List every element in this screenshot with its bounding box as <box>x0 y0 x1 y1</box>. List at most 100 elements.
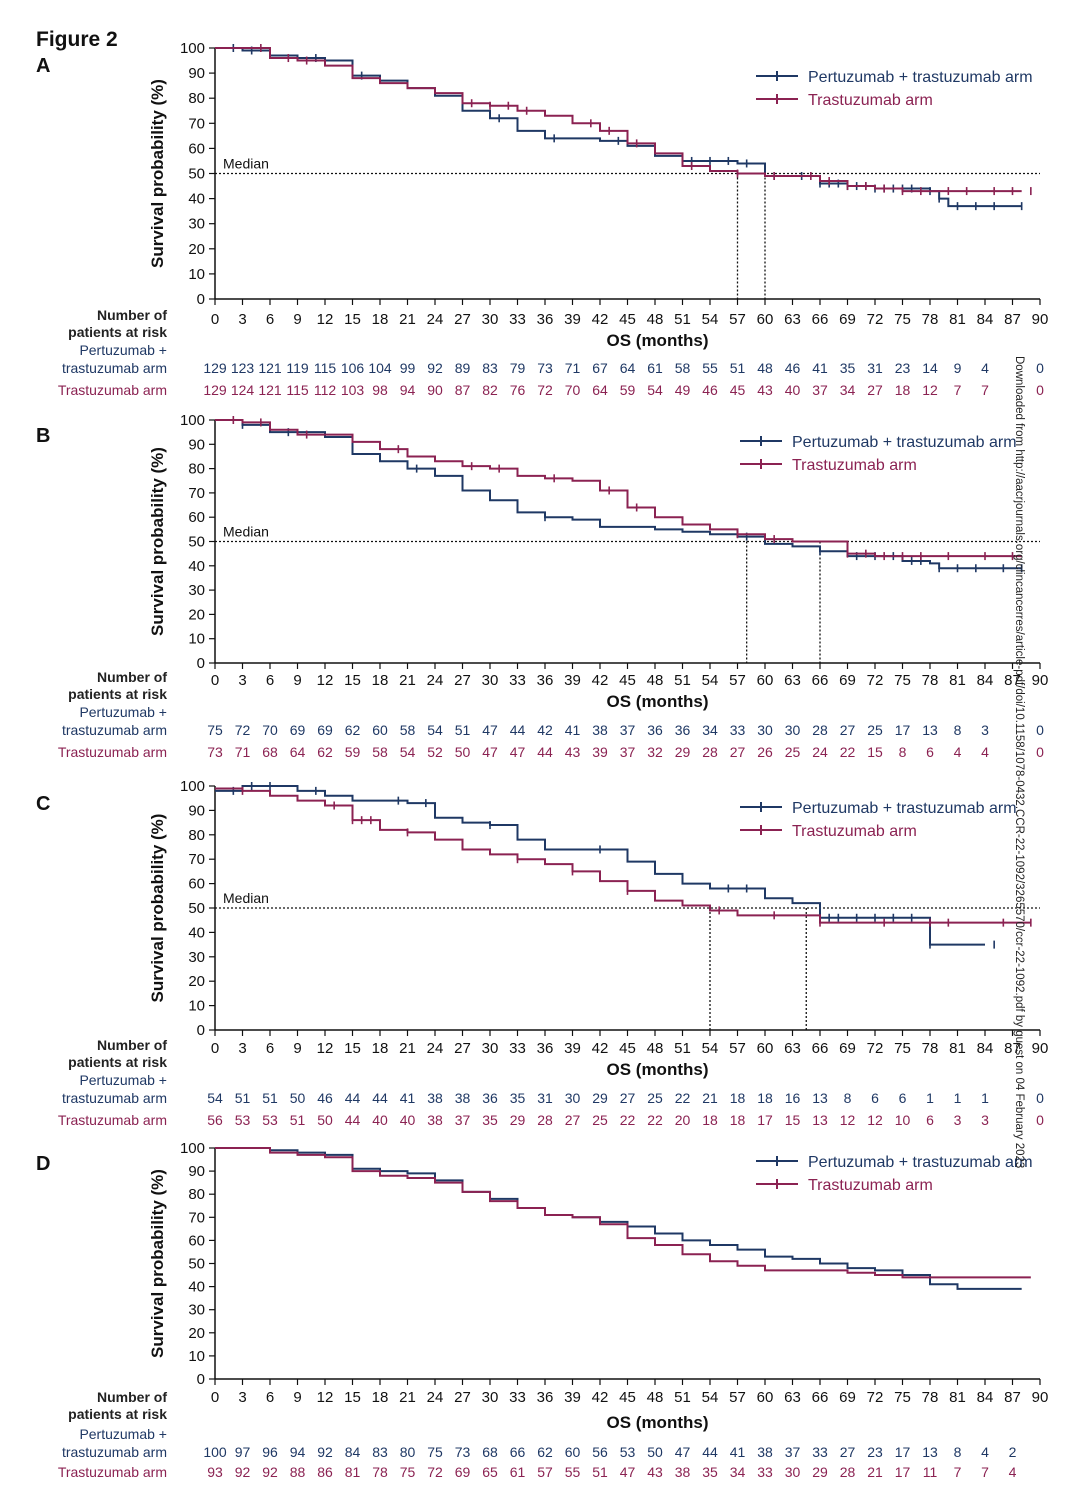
risk-count: 54 <box>400 744 416 760</box>
y-tick-label: 80 <box>188 461 205 478</box>
risk-count: 4 <box>981 744 989 760</box>
risk-count: 7 <box>981 382 989 398</box>
y-tick-label: 40 <box>188 191 205 208</box>
risk-count: 64 <box>592 382 608 398</box>
risk-count: 68 <box>262 744 278 760</box>
risk-count: 87 <box>455 382 471 398</box>
risk-count: 98 <box>372 382 388 398</box>
y-tick-label: 30 <box>188 582 205 599</box>
x-tick-label: 54 <box>702 1389 719 1406</box>
y-tick-label: 50 <box>188 166 205 183</box>
risk-count: 22 <box>675 1090 691 1106</box>
risk-count: 61 <box>647 360 663 376</box>
x-tick-label: 51 <box>674 311 691 328</box>
risk-count: 44 <box>345 1090 361 1106</box>
km-curve-trastuzumab <box>215 1147 1031 1279</box>
risk-count: 12 <box>840 1112 856 1128</box>
x-tick-label: 69 <box>839 311 856 328</box>
x-tick-label: 21 <box>399 672 416 689</box>
risk-count: 34 <box>840 382 856 398</box>
x-tick-label: 36 <box>537 672 554 689</box>
risk-count: 92 <box>235 1464 251 1480</box>
risk-count: 26 <box>757 744 773 760</box>
risk-count: 20 <box>675 1112 691 1128</box>
risk-count: 18 <box>702 1112 718 1128</box>
risk-count: 35 <box>702 1464 718 1480</box>
risk-count: 37 <box>620 722 636 738</box>
risk-count: 64 <box>290 744 306 760</box>
km-curve-pertuzumab-trastuzumab <box>215 1147 1022 1290</box>
y-tick-label: 30 <box>188 1302 205 1319</box>
risk-count: 3 <box>954 1112 962 1128</box>
x-tick-label: 0 <box>211 672 219 689</box>
x-tick-label: 48 <box>647 672 664 689</box>
risk-count: 1 <box>981 1090 989 1106</box>
risk-count: 55 <box>702 360 718 376</box>
x-tick-label: 18 <box>372 1040 389 1057</box>
risk-count: 32 <box>647 744 663 760</box>
y-tick-label: 70 <box>188 851 205 868</box>
y-tick-label: 90 <box>188 436 205 453</box>
risk-count: 7 <box>954 382 962 398</box>
y-tick-label: 50 <box>188 900 205 917</box>
x-tick-label: 33 <box>509 311 526 328</box>
risk-count: 72 <box>427 1464 443 1480</box>
y-tick-label: 70 <box>188 485 205 502</box>
risk-count: 25 <box>647 1090 663 1106</box>
risk-count: 106 <box>341 360 365 376</box>
risk-count: 30 <box>757 722 773 738</box>
risk-count: 73 <box>207 744 223 760</box>
x-tick-label: 27 <box>454 672 471 689</box>
x-tick-label: 45 <box>619 672 636 689</box>
risk-count: 29 <box>675 744 691 760</box>
risk-count: 54 <box>647 382 663 398</box>
legend-label: Pertuzumab + trastuzumab arm <box>808 69 1033 86</box>
risk-count: 38 <box>427 1090 443 1106</box>
risk-count: 27 <box>867 382 883 398</box>
risk-count: 22 <box>647 1112 663 1128</box>
x-tick-label: 69 <box>839 672 856 689</box>
risk-count: 17 <box>895 1444 911 1460</box>
risk-header: patients at risk <box>68 686 167 702</box>
risk-count: 27 <box>730 744 746 760</box>
risk-count: 44 <box>702 1444 718 1460</box>
y-tick-label: 20 <box>188 1325 205 1342</box>
x-axis-label: OS (months) <box>607 1413 709 1432</box>
risk-count: 129 <box>203 360 227 376</box>
km-curve-trastuzumab <box>215 47 1022 193</box>
y-tick-label: 100 <box>180 778 205 795</box>
y-tick-label: 60 <box>188 1232 205 1249</box>
x-tick-label: 12 <box>317 1389 334 1406</box>
x-tick-label: 18 <box>372 311 389 328</box>
risk-count: 60 <box>565 1444 581 1460</box>
risk-count: 44 <box>510 722 526 738</box>
x-tick-label: 54 <box>702 1040 719 1057</box>
x-axis-label: OS (months) <box>607 331 709 350</box>
risk-count: 94 <box>290 1444 306 1460</box>
risk-count: 3 <box>981 1112 989 1128</box>
risk-count: 43 <box>647 1464 663 1480</box>
risk-count: 46 <box>785 360 801 376</box>
risk-count: 58 <box>400 722 416 738</box>
y-axis-label: Survival probability (%) <box>148 79 167 268</box>
x-tick-label: 60 <box>757 1389 774 1406</box>
x-tick-label: 51 <box>674 1040 691 1057</box>
x-tick-label: 3 <box>238 672 246 689</box>
risk-count: 46 <box>702 382 718 398</box>
x-tick-label: 63 <box>784 311 801 328</box>
risk-count: 104 <box>368 360 392 376</box>
risk-count: 6 <box>926 1112 934 1128</box>
risk-row-label: trastuzumab arm <box>62 1090 167 1106</box>
risk-count: 121 <box>258 360 282 376</box>
x-tick-label: 15 <box>344 1040 361 1057</box>
risk-header: patients at risk <box>68 1406 167 1422</box>
risk-count: 33 <box>757 1464 773 1480</box>
x-tick-label: 81 <box>949 1040 966 1057</box>
risk-count: 69 <box>290 722 306 738</box>
risk-count: 34 <box>730 1464 746 1480</box>
x-tick-label: 39 <box>564 672 581 689</box>
risk-count: 17 <box>895 722 911 738</box>
risk-count: 38 <box>757 1444 773 1460</box>
risk-count: 100 <box>203 1444 227 1460</box>
x-tick-label: 6 <box>266 672 274 689</box>
